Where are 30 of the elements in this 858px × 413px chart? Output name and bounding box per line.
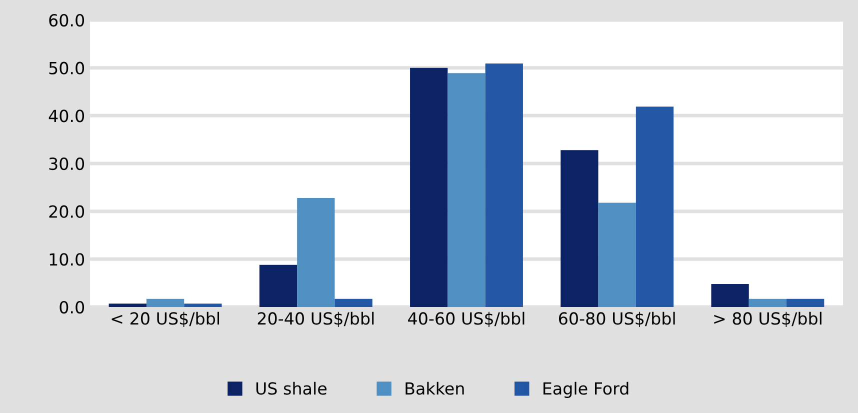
y-tick-label: 20.0 <box>49 205 84 218</box>
bar <box>410 68 448 307</box>
bar <box>598 202 636 307</box>
bar <box>146 298 184 307</box>
y-tick-label: 60.0 <box>49 14 84 27</box>
y-tick-label: 0.0 <box>60 300 84 314</box>
x-tick-label: 20-40 US$/bbl <box>258 312 374 327</box>
bar <box>711 284 749 307</box>
bar <box>748 298 787 307</box>
legend-label: US shale <box>256 382 326 395</box>
bar <box>636 106 674 307</box>
y-tick-label: 50.0 <box>49 62 84 74</box>
y-tick-label: 40.0 <box>48 110 84 122</box>
x-tick-label: 40-60 US$/bbl <box>408 312 524 327</box>
bar <box>334 298 372 307</box>
bar <box>485 64 523 307</box>
bar <box>108 304 146 307</box>
x-tick-label: > 80 US$/bbl <box>714 312 822 327</box>
x-tick-label: < 20 US$/bbl <box>112 312 220 327</box>
y-tick-label: 30.0 <box>49 157 84 170</box>
bar <box>297 198 335 307</box>
legend-label: Bakken <box>406 382 464 395</box>
bar <box>786 298 824 307</box>
bar <box>259 264 298 307</box>
x-tick-label: 60-80 US$/bbl <box>559 312 675 327</box>
legend-label: Eagle Ford <box>544 382 628 398</box>
bar <box>184 304 222 307</box>
y-tick-label: 10.0 <box>50 253 84 266</box>
bar <box>448 73 486 307</box>
bar <box>560 150 598 307</box>
